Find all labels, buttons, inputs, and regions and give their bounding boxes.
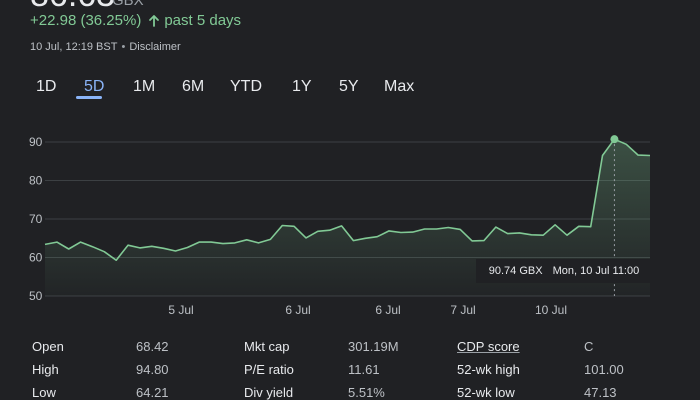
y-tick-60: 60 — [29, 251, 43, 265]
tooltip-time: Mon, 10 Jul 11:00 — [552, 265, 640, 277]
stat-value-52wk-low: 47.13 — [584, 385, 617, 400]
chart-tooltip: 90.74 GBX Mon, 10 Jul 11:00 — [476, 259, 652, 283]
period-label: past 5 days — [164, 12, 242, 29]
tab-5y[interactable]: 5Y — [339, 78, 359, 95]
cdp-score-link[interactable]: CDP score — [457, 339, 520, 354]
disclaimer-link[interactable]: Disclaimer — [129, 41, 181, 53]
price-chart[interactable]: 90 80 70 60 50 5 Jul 6 Jul 6 Jul 7 Jul 10 Jul — [0, 0, 700, 330]
tab-max[interactable]: Max — [384, 78, 415, 95]
key-stats: Open 68.42 High 94.80 Low 64.21 Mkt cap … — [32, 336, 692, 400]
x-tick-1: 6 Jul — [285, 303, 310, 317]
stat-value-mkt-cap: 301.19M — [348, 339, 399, 354]
x-tick-2: 6 Jul — [375, 303, 400, 317]
stat-label-mkt-cap: Mkt cap — [244, 339, 290, 354]
stat-label-52wk-low: 52-wk low — [457, 385, 515, 400]
currency-label: GBX — [112, 0, 144, 9]
stat-label-open: Open — [32, 339, 64, 354]
stat-value-div-yield: 5.51% — [348, 385, 385, 400]
x-tick-4: 10 Jul — [535, 303, 567, 317]
price-change-row: +22.98 (36.25%) past 5 days — [30, 12, 241, 29]
tab-6m[interactable]: 6M — [182, 78, 205, 95]
stat-label-low: Low — [32, 385, 56, 400]
tab-1y[interactable]: 1Y — [292, 78, 312, 95]
stat-label-pe-ratio: P/E ratio — [244, 362, 294, 377]
arrow-up-icon — [149, 14, 160, 27]
stat-label-div-yield: Div yield — [244, 385, 294, 400]
y-tick-90: 90 — [29, 135, 43, 149]
tab-ytd[interactable]: YTD — [230, 78, 262, 95]
x-tick-3: 7 Jul — [450, 303, 475, 317]
tooltip-value: 90.74 GBX — [488, 265, 543, 277]
current-price: 86.63 — [30, 0, 115, 12]
stat-value-52wk-high: 101.00 — [584, 362, 624, 377]
stat-value-pe-ratio: 11.61 — [348, 362, 380, 377]
active-tab-underline — [76, 96, 102, 99]
timestamp-row: 10 Jul, 12:19 BST • Disclaimer — [30, 41, 181, 53]
hover-point — [610, 135, 619, 144]
x-tick-0: 5 Jul — [168, 303, 193, 317]
stat-value-cdp-score: C — [584, 339, 594, 354]
price-change: +22.98 (36.25%) — [30, 12, 142, 29]
timestamp: 10 Jul, 12:19 BST — [30, 41, 118, 53]
y-tick-80: 80 — [29, 174, 43, 188]
stat-label-high: High — [32, 362, 59, 377]
stat-value-low: 64.21 — [136, 385, 169, 400]
stat-value-open: 68.42 — [136, 339, 169, 354]
price-area — [45, 139, 650, 296]
separator-dot: • — [121, 41, 126, 53]
stat-label-52wk-high: 52-wk high — [457, 362, 520, 377]
y-tick-70: 70 — [29, 212, 43, 226]
stat-value-high: 94.80 — [136, 362, 169, 377]
tab-1m[interactable]: 1M — [133, 78, 156, 95]
tab-1d[interactable]: 1D — [36, 78, 57, 95]
tab-5d[interactable]: 5D — [84, 78, 105, 95]
price-line — [44, 138, 651, 261]
y-tick-50: 50 — [29, 289, 43, 303]
